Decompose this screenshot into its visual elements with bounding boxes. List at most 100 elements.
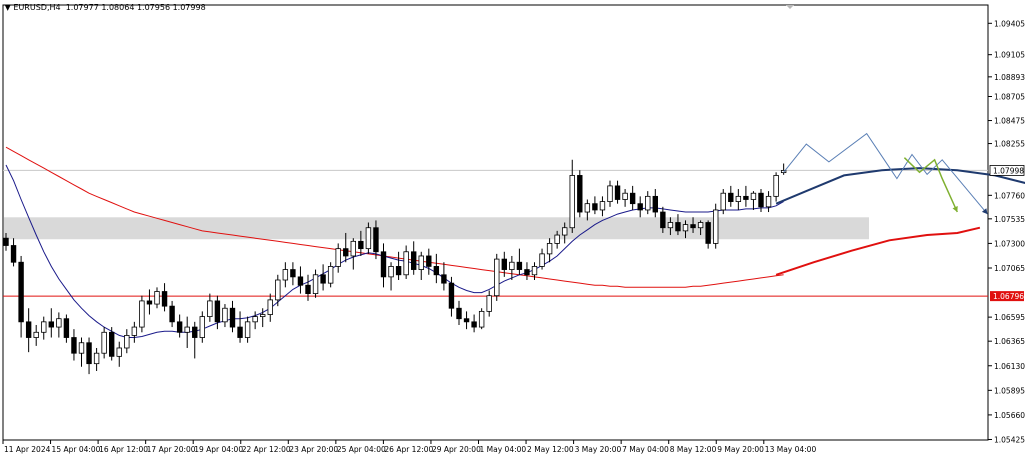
candle [358,230,364,256]
dropdown-triangle-icon[interactable]: ▼ [5,4,11,12]
candle [297,266,304,294]
support-price-label: 1.06796 [993,292,1024,301]
candle [637,196,643,218]
candle [252,311,258,330]
candle [320,264,326,291]
forecast-slow-projection [775,226,981,276]
candle-body [267,299,273,315]
candle [660,206,666,233]
candle-body [524,269,530,276]
candle [48,308,54,338]
candle [71,329,77,361]
candle [486,290,492,317]
candle-body [539,253,545,267]
candle-body [78,342,85,354]
candle [750,191,757,210]
candle [3,232,9,251]
candle-body [86,342,92,365]
candle-body [282,269,289,281]
candle-body [471,321,477,328]
candle [735,189,742,210]
x-tick-label: 22 Apr 12:00 [242,445,291,454]
candle-body [720,192,726,211]
symbol-label: EURUSD,H4 [13,3,61,12]
candle [456,300,462,325]
candle [705,220,711,249]
candle [259,308,266,328]
candle-body [562,227,568,236]
candle [713,203,719,249]
candle [199,311,205,343]
y-tick-label: 1.09405 [994,19,1025,28]
candle-body [259,314,266,318]
support-price-tag: 1.06796 [990,291,1024,302]
candle-body [667,222,674,229]
current-price-label: 1.07998 [993,166,1024,175]
candle-body [237,326,243,338]
ma-slow-line [5,146,784,288]
x-tick-label: 17 Apr 20:00 [147,445,196,454]
candle [546,238,553,263]
candle-body [116,347,122,357]
candle [312,269,319,298]
candle [139,295,145,333]
candle-body [599,201,606,211]
candle [652,189,658,218]
y-tick-label: 1.05425 [994,435,1025,444]
candle-body [645,195,651,211]
candle [743,185,749,207]
candle [365,222,372,254]
x-tick-label: 13 May 04:00 [765,445,817,454]
x-tick-label: 1 May 04:00 [480,445,527,454]
y-tick-label: 1.09105 [994,51,1025,60]
candle [682,220,689,239]
candle [675,214,681,236]
forecast-green-path [903,157,958,213]
resistance-zone [4,217,869,240]
candle-body [705,222,711,244]
candle [690,217,696,233]
y-tick-label: 1.05660 [994,411,1025,420]
candle-body [629,192,636,205]
candle-body [697,222,704,229]
candle-body [33,331,39,338]
forecast-fast-projection [775,167,1025,205]
candle [33,324,39,346]
candle-body [486,295,492,312]
x-tick-label: 23 Apr 20:00 [289,445,338,454]
candle-body [343,248,349,257]
y-tick-label: 1.08705 [994,92,1025,101]
y-tick-label: 1.06365 [994,337,1025,346]
candle [410,241,417,275]
candle-body [199,316,205,338]
x-tick-label: 7 May 04:00 [622,445,669,454]
candle-body [426,255,432,267]
candle-body [41,321,47,333]
x-tick-label: 16 Apr 12:00 [99,445,148,454]
candle-body [652,195,658,213]
candle-body [441,274,447,284]
x-tick-label: 2 May 12:00 [527,445,574,454]
candle [343,232,349,263]
candle [327,262,334,288]
candle [584,199,591,221]
candle-body [290,269,296,278]
candle [184,316,190,348]
candle [577,170,583,218]
y-tick-label: 1.07760 [994,191,1025,200]
candles-group [3,159,787,375]
candle-body [403,251,409,276]
candle [478,308,485,330]
candle [18,255,24,338]
candle-body [660,211,666,229]
candle-body [56,318,62,328]
candle-body [10,245,17,263]
candle-body [48,321,54,328]
candle-body [546,243,553,255]
candle-body [584,203,591,213]
current-price-tag: 1.07998 [989,165,1025,176]
candle [101,327,107,359]
